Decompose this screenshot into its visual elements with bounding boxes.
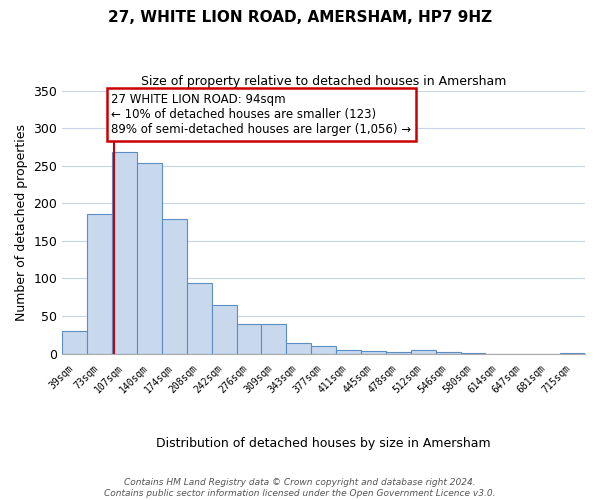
Bar <box>212 305 236 354</box>
Bar <box>386 352 411 354</box>
Bar <box>461 353 485 354</box>
Bar <box>336 350 361 354</box>
Text: 27, WHITE LION ROAD, AMERSHAM, HP7 9HZ: 27, WHITE LION ROAD, AMERSHAM, HP7 9HZ <box>108 10 492 25</box>
Bar <box>236 324 262 354</box>
Bar <box>262 324 286 354</box>
X-axis label: Distribution of detached houses by size in Amersham: Distribution of detached houses by size … <box>157 437 491 450</box>
Text: 27 WHITE LION ROAD: 94sqm
← 10% of detached houses are smaller (123)
89% of semi: 27 WHITE LION ROAD: 94sqm ← 10% of detac… <box>112 93 412 136</box>
Bar <box>361 350 386 354</box>
Bar <box>112 152 137 354</box>
Bar <box>560 353 585 354</box>
Y-axis label: Number of detached properties: Number of detached properties <box>15 124 28 320</box>
Bar <box>286 343 311 353</box>
Bar <box>137 164 162 354</box>
Bar <box>187 283 212 354</box>
Bar <box>162 219 187 354</box>
Bar <box>411 350 436 354</box>
Text: Contains HM Land Registry data © Crown copyright and database right 2024.
Contai: Contains HM Land Registry data © Crown c… <box>104 478 496 498</box>
Bar <box>87 214 112 354</box>
Title: Size of property relative to detached houses in Amersham: Size of property relative to detached ho… <box>141 75 506 88</box>
Bar <box>436 352 461 354</box>
Bar <box>311 346 336 354</box>
Bar <box>62 331 87 353</box>
